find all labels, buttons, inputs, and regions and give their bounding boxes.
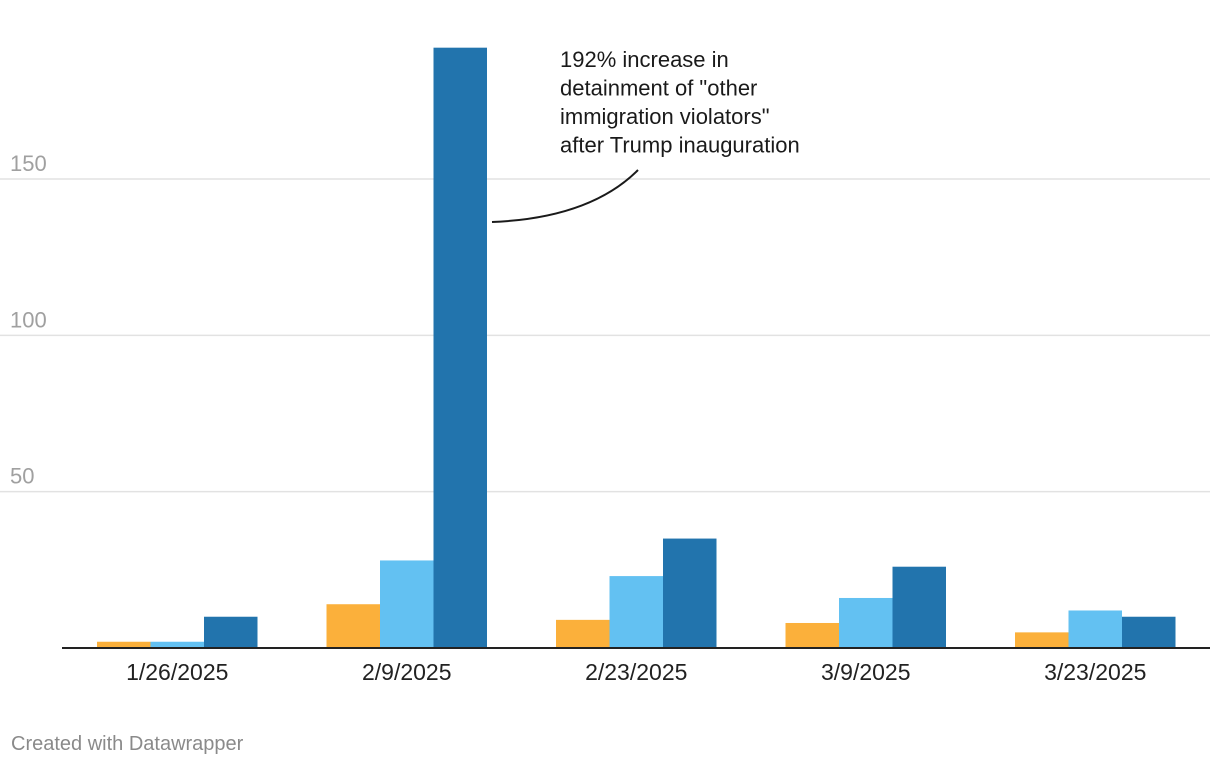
bar	[380, 560, 434, 648]
x-tick-label: 2/23/2025	[585, 659, 687, 685]
footer-credit: Created with Datawrapper	[11, 733, 244, 755]
annotation-line: after Trump inauguration	[560, 133, 800, 158]
bar	[150, 641, 204, 648]
bar	[1122, 616, 1176, 648]
x-tick-label: 3/23/2025	[1044, 659, 1146, 685]
annotation-text: 192% increase in detainment of "other immi…	[560, 47, 800, 158]
y-axis-ticks: 50 100 150	[10, 151, 47, 489]
bar	[839, 597, 893, 648]
y-tick-label: 50	[10, 464, 34, 489]
bar	[556, 619, 610, 648]
x-tick-label: 1/26/2025	[126, 659, 228, 685]
bar	[785, 622, 839, 648]
x-tick-label: 3/9/2025	[821, 659, 911, 685]
bar	[433, 47, 487, 649]
annotation-connector	[491, 169, 639, 223]
bar	[97, 641, 151, 648]
bar	[326, 604, 380, 648]
annotation-line: 192% increase in	[560, 47, 729, 72]
gridlines	[0, 178, 1210, 493]
y-tick-label: 150	[10, 151, 47, 176]
bar	[1015, 632, 1069, 648]
annotation-line: immigration violators"	[560, 104, 770, 129]
bar	[609, 576, 663, 648]
y-tick-label: 100	[10, 307, 47, 332]
bars	[97, 47, 1176, 649]
x-axis-ticks: 1/26/2025 2/9/2025 2/23/2025 3/9/2025 3/23/2…	[126, 659, 1146, 685]
bar	[1068, 610, 1122, 648]
bar	[892, 566, 946, 648]
bar	[204, 616, 258, 648]
bar	[663, 538, 717, 648]
annotation-line: detainment of "other	[560, 76, 757, 101]
x-tick-label: 2/9/2025	[362, 659, 452, 685]
bar-chart: 50 100 150 1/26/2025 2/9/2025 2/23/2025 3/9/2…	[0, 47, 1210, 685]
